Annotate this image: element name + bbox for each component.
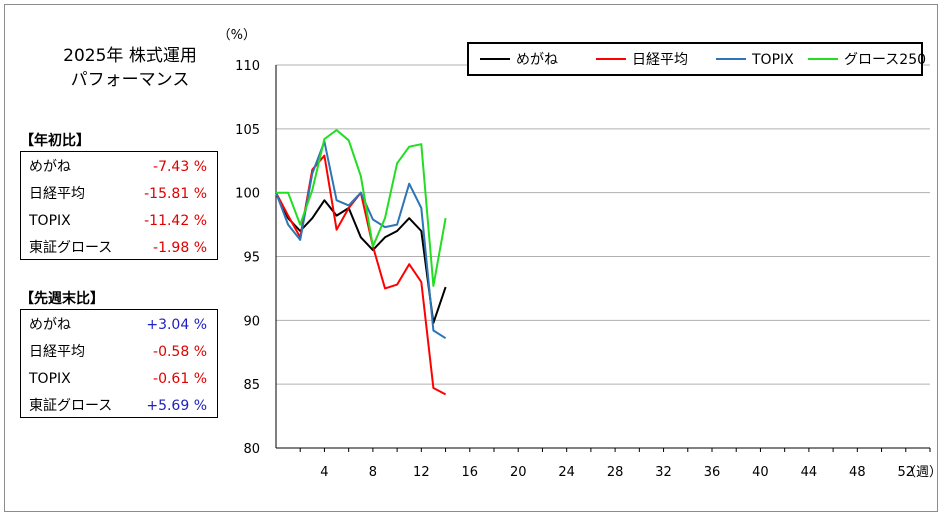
legend-label: 日経平均 [632, 52, 688, 68]
ytd-row-nikkei: 日経平均 -15.81 % [21, 181, 217, 207]
chart-title-line-2: パフォーマンス [70, 70, 190, 90]
legend-label: グロース250 [844, 52, 926, 68]
ytd-label: めがね [29, 159, 71, 175]
y-tick-label: 90 [243, 314, 260, 329]
y-tick-label: 100 [235, 187, 260, 202]
legend-box [467, 42, 923, 76]
y-axis-label: （%） [218, 28, 256, 43]
ytd-heading: 【年初比】 [20, 133, 90, 149]
ytd-row-megane: めがね -7.43 % [21, 154, 217, 180]
wow-label: 東証グロース [29, 398, 113, 414]
wow-value: +3.04 % [146, 317, 207, 333]
x-tick-label: 4 [320, 465, 328, 480]
series-line-2 [275, 140, 447, 340]
wow-label: TOPIX [29, 371, 71, 387]
legend-label: めがね [516, 52, 558, 68]
ytd-label: 日経平均 [29, 186, 85, 202]
ytd-box: めがね -7.43 % 日経平均 -15.81 % TOPIX -11.42 %… [20, 151, 218, 260]
legend-label: TOPIX [751, 52, 794, 68]
wow-heading: 【先週末比】 [20, 291, 104, 307]
series-line-3 [276, 129, 447, 287]
x-tick-label: 52 [898, 465, 915, 480]
ytd-row-topix: TOPIX -11.42 % [21, 208, 217, 234]
x-tick-label: 8 [369, 465, 377, 480]
x-tick-label: 28 [607, 465, 624, 480]
wow-value: +5.69 % [146, 398, 207, 414]
ytd-value: -7.43 % [153, 159, 207, 175]
y-tick-label: 110 [235, 59, 260, 74]
grid [276, 64, 930, 385]
wow-value: -0.58 % [153, 344, 207, 360]
wow-row-growth: 東証グロース +5.69 % [21, 393, 217, 419]
ytd-row-growth: 東証グロース -1.98 % [21, 235, 217, 261]
x-tick-label: 32 [655, 465, 672, 480]
wow-label: めがね [29, 317, 71, 333]
ytd-label: TOPIX [29, 213, 71, 229]
y-tick-label: 85 [243, 378, 260, 393]
x-axis-label: （週） [903, 465, 942, 480]
series-line-0 [275, 192, 447, 324]
y-tick-label: 95 [243, 251, 260, 266]
y-tick-label: 80 [243, 442, 260, 457]
x-tick-label: 48 [849, 465, 866, 480]
legend: めがね 日経平均 TOPIX グロース250 [467, 42, 926, 76]
wow-label: 日経平均 [29, 344, 85, 360]
x-tick-label: 24 [558, 465, 575, 480]
series-line-1 [275, 154, 447, 396]
x-tick-label: 12 [413, 465, 430, 480]
ytd-value: -1.98 % [153, 240, 207, 256]
x-tick-label: 40 [752, 465, 769, 480]
x-tick-label: 20 [510, 465, 527, 480]
wow-row-nikkei: 日経平均 -0.58 % [21, 339, 217, 365]
wow-value: -0.61 % [153, 371, 207, 387]
wow-row-topix: TOPIX -0.61 % [21, 366, 217, 392]
series [275, 129, 447, 396]
wow-row-megane: めがね +3.04 % [21, 312, 217, 338]
chart-frame [4, 4, 938, 512]
x-tick-label: 44 [801, 465, 818, 480]
chart-title: 2025年 株式運用 パフォーマンス [30, 44, 230, 92]
y-tick-label: 105 [235, 123, 260, 138]
ytd-label: 東証グロース [29, 240, 113, 256]
ytd-value: -11.42 % [144, 213, 207, 229]
chart-title-line-1: 2025年 株式運用 [63, 46, 197, 66]
x-tick-label: 16 [462, 465, 479, 480]
wow-box: めがね +3.04 % 日経平均 -0.58 % TOPIX -0.61 % 東… [20, 309, 218, 418]
x-tick-label: 36 [704, 465, 721, 480]
ytd-value: -15.81 % [144, 186, 207, 202]
